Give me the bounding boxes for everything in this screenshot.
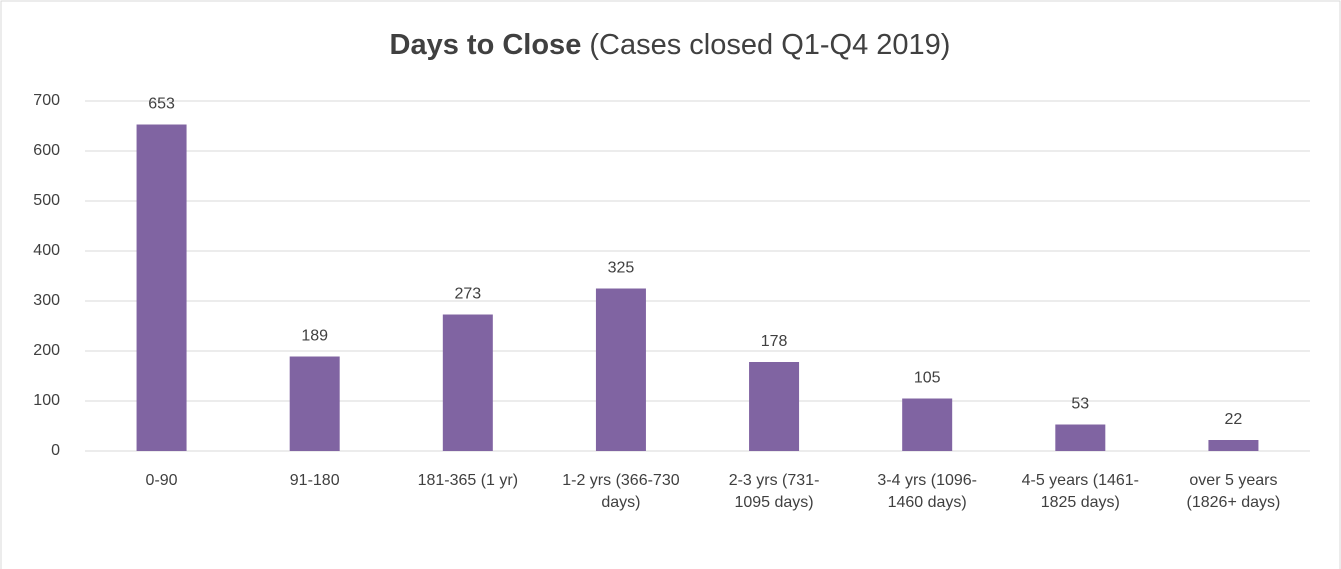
- y-tick-label: 300: [33, 292, 60, 309]
- bar: [595, 288, 646, 451]
- data-label: 53: [1071, 396, 1089, 413]
- bar: [442, 314, 493, 451]
- y-tick-label: 600: [33, 142, 60, 159]
- data-label: 273: [454, 286, 481, 303]
- chart-title: Days to Close: [390, 29, 582, 61]
- chart-subtitle: (Cases closed Q1-Q4 2019): [589, 29, 950, 61]
- x-tick-label: 1-2 yrs (366-730 days): [562, 472, 680, 511]
- data-label: 325: [608, 260, 635, 277]
- x-tick-label: 181-365 (1 yr): [417, 472, 519, 489]
- x-tick-label: 0-90: [145, 472, 178, 489]
- data-label: 178: [761, 333, 788, 350]
- y-tick-label: 400: [33, 242, 60, 259]
- bar: [1055, 424, 1106, 451]
- data-label: 653: [148, 96, 175, 113]
- y-tick-label: 200: [33, 342, 60, 359]
- y-tick-label: 100: [33, 392, 60, 409]
- data-label: 22: [1225, 411, 1243, 428]
- bar: [749, 362, 800, 451]
- x-tick-label: over 5 years (1826+ days): [1186, 472, 1281, 511]
- x-tick-label: 2-3 yrs (731-1095 days): [728, 472, 820, 511]
- bar: [136, 124, 187, 451]
- x-tick-label: 4-5 years (1461-1825 days): [1021, 472, 1139, 511]
- data-label: 105: [914, 370, 941, 387]
- y-tick-label: 0: [51, 442, 60, 459]
- y-tick-label: 500: [33, 192, 60, 209]
- chart-title-group: Days to Close (Cases closed Q1-Q4 2019): [390, 29, 951, 61]
- bar: [1208, 440, 1259, 451]
- x-tick-label: 91-180: [289, 472, 340, 489]
- y-tick-label: 700: [33, 92, 60, 109]
- x-tick-label: 3-4 yrs (1096-1460 days): [877, 472, 977, 511]
- bar: [902, 398, 953, 451]
- data-label: 189: [301, 328, 328, 345]
- bar: [289, 356, 340, 451]
